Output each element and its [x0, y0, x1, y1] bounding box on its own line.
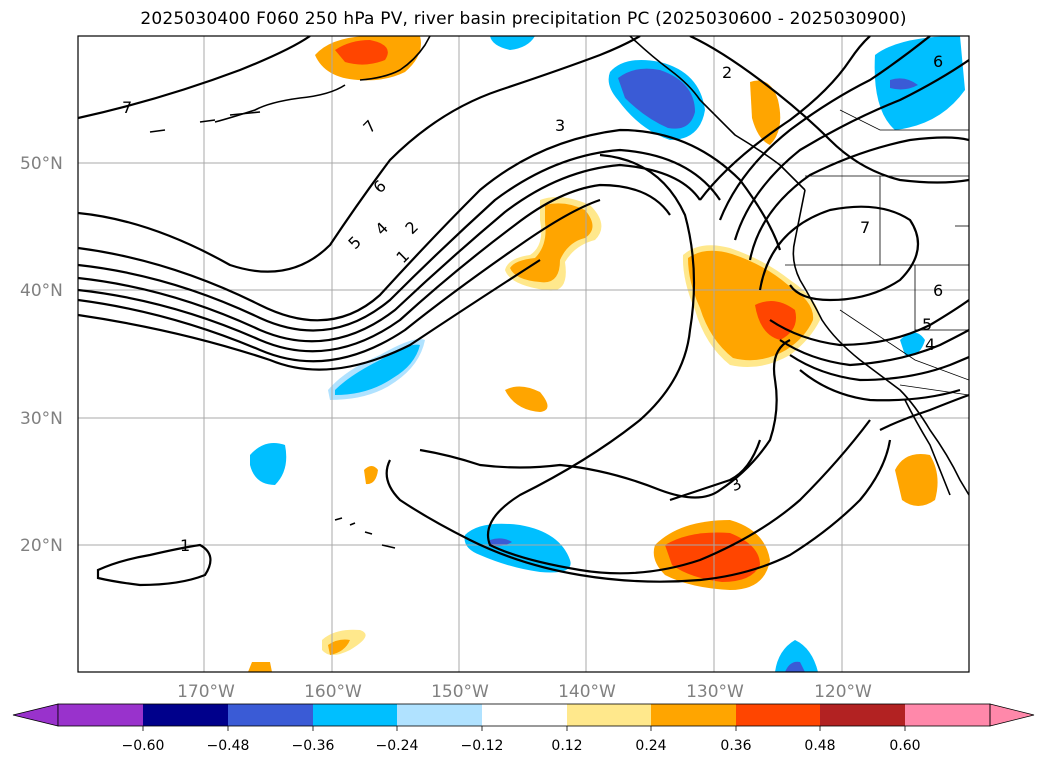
colorbar-tick-label: 0.60 — [889, 738, 920, 754]
colorbar-tick-label: −0.36 — [292, 738, 335, 754]
colorbar-segment — [482, 704, 567, 726]
pv-contours — [78, 36, 969, 587]
map-background — [78, 36, 969, 672]
colorbar-tick-label: −0.48 — [207, 738, 250, 754]
lat-label-30n: 30°N — [20, 409, 63, 429]
map-frame — [77, 35, 970, 673]
shade-ne-negative — [874, 36, 965, 130]
lat-label-50n: 50°N — [20, 154, 63, 174]
longitude-labels: 170°W 160°W 150°W 140°W 130°W 120°W — [177, 682, 872, 702]
shade-small-positive — [505, 386, 548, 412]
lat-label-20n: 20°N — [20, 536, 63, 556]
colorbar-extend-high — [989, 703, 1035, 727]
political-borders — [785, 109, 969, 396]
contour-label: 3 — [555, 116, 565, 135]
colorbar-segment — [905, 704, 990, 726]
contour-label: 6 — [933, 281, 943, 300]
shade-west-negative — [250, 442, 287, 485]
colorbar-tick-label: −0.60 — [122, 738, 165, 754]
colorbar-tick-label: 0.48 — [804, 738, 835, 754]
colorbar-tick-label: 0.36 — [720, 738, 751, 754]
contour-label: 4 — [925, 335, 935, 354]
shade-hawaii-negative — [464, 523, 571, 573]
contour-label: 7 — [122, 98, 132, 117]
latitude-labels: 50°N 40°N 30°N 20°N — [20, 154, 63, 556]
colorbar-segment — [58, 704, 143, 726]
colorbar-segment — [736, 704, 820, 726]
figure-title: 2025030400 F060 250 hPa PV, river basin … — [140, 9, 907, 29]
colorbar-segment — [397, 704, 482, 726]
lon-label-120w: 120°W — [814, 682, 872, 702]
contour-label: 5 — [922, 315, 932, 334]
colorbar-tick-label: 0.24 — [635, 738, 666, 754]
colorbar-segment — [567, 704, 651, 726]
colorbar-segment — [143, 704, 228, 726]
shade-socal-negative — [900, 332, 925, 356]
colorbar-segment — [651, 704, 736, 726]
lon-label-150w: 150°W — [431, 682, 489, 702]
colorbar-segment — [313, 704, 397, 726]
lon-label-140w: 140°W — [558, 682, 616, 702]
colorbar-tick-label: −0.12 — [461, 738, 504, 754]
colorbar-segment — [228, 704, 313, 726]
contour-label: 2 — [722, 63, 732, 82]
shade-coast-positive — [750, 80, 781, 145]
colorbar-segment — [820, 704, 905, 726]
shade-top-negative — [490, 36, 535, 50]
contour-label: 6 — [933, 52, 943, 71]
lon-label-130w: 130°W — [686, 682, 744, 702]
colorbar-tick-label: −0.24 — [376, 738, 419, 754]
shade-baja-positive — [895, 454, 938, 506]
lon-label-170w: 170°W — [177, 682, 235, 702]
colorbar: −0.60 −0.48 −0.36 −0.24 −0.12 0.12 0.24 … — [12, 703, 1035, 754]
coastlines — [149, 36, 969, 549]
contour-label: 7 — [860, 218, 870, 237]
graticule — [78, 36, 969, 672]
colorbar-tick-label: 0.12 — [551, 738, 582, 754]
contour-label: 1 — [180, 536, 190, 555]
lon-label-160w: 160°W — [304, 682, 362, 702]
colorbar-extend-low — [12, 703, 59, 727]
precipitation-shading — [248, 36, 965, 672]
lat-label-40n: 40°N — [20, 281, 63, 301]
